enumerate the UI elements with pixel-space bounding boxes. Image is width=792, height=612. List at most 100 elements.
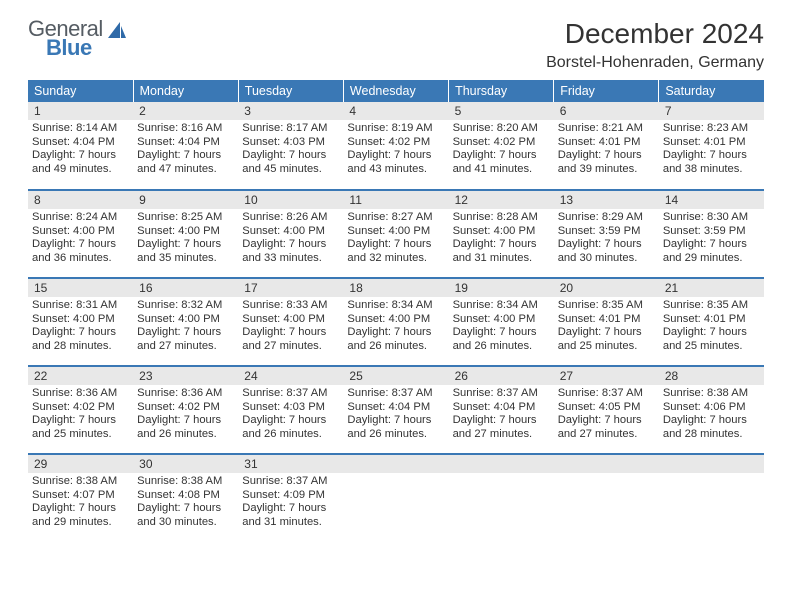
weekday-header: Monday	[133, 80, 238, 102]
calendar-week-row: 29Sunrise: 8:38 AMSunset: 4:07 PMDayligh…	[28, 454, 764, 542]
day-number: 12	[449, 191, 554, 209]
day-number-empty	[343, 455, 448, 473]
weekday-header: Thursday	[449, 80, 554, 102]
day-details: Sunrise: 8:21 AMSunset: 4:01 PMDaylight:…	[554, 120, 659, 179]
day-details: Sunrise: 8:25 AMSunset: 4:00 PMDaylight:…	[133, 209, 238, 268]
calendar-cell	[659, 454, 764, 542]
calendar-cell: 22Sunrise: 8:36 AMSunset: 4:02 PMDayligh…	[28, 366, 133, 454]
weekday-header: Wednesday	[343, 80, 448, 102]
day-number-empty	[449, 455, 554, 473]
day-details: Sunrise: 8:20 AMSunset: 4:02 PMDaylight:…	[449, 120, 554, 179]
day-number-empty	[659, 455, 764, 473]
day-number: 1	[28, 102, 133, 120]
day-details: Sunrise: 8:30 AMSunset: 3:59 PMDaylight:…	[659, 209, 764, 268]
calendar-cell: 29Sunrise: 8:38 AMSunset: 4:07 PMDayligh…	[28, 454, 133, 542]
calendar-table: SundayMondayTuesdayWednesdayThursdayFrid…	[28, 80, 764, 542]
calendar-cell: 9Sunrise: 8:25 AMSunset: 4:00 PMDaylight…	[133, 190, 238, 278]
day-number: 26	[449, 367, 554, 385]
calendar-cell: 14Sunrise: 8:30 AMSunset: 3:59 PMDayligh…	[659, 190, 764, 278]
day-details: Sunrise: 8:29 AMSunset: 3:59 PMDaylight:…	[554, 209, 659, 268]
calendar-cell: 10Sunrise: 8:26 AMSunset: 4:00 PMDayligh…	[238, 190, 343, 278]
day-number-empty	[554, 455, 659, 473]
calendar-cell: 1Sunrise: 8:14 AMSunset: 4:04 PMDaylight…	[28, 102, 133, 190]
day-details: Sunrise: 8:37 AMSunset: 4:05 PMDaylight:…	[554, 385, 659, 444]
day-number: 29	[28, 455, 133, 473]
sail-icon	[106, 20, 128, 42]
page-header: General Blue December 2024 Borstel-Hohen…	[28, 18, 764, 72]
day-number: 20	[554, 279, 659, 297]
calendar-cell: 8Sunrise: 8:24 AMSunset: 4:00 PMDaylight…	[28, 190, 133, 278]
day-details: Sunrise: 8:38 AMSunset: 4:07 PMDaylight:…	[28, 473, 133, 532]
calendar-cell	[449, 454, 554, 542]
day-number: 24	[238, 367, 343, 385]
day-number: 31	[238, 455, 343, 473]
calendar-cell: 26Sunrise: 8:37 AMSunset: 4:04 PMDayligh…	[449, 366, 554, 454]
calendar-cell: 5Sunrise: 8:20 AMSunset: 4:02 PMDaylight…	[449, 102, 554, 190]
calendar-cell	[554, 454, 659, 542]
calendar-cell: 15Sunrise: 8:31 AMSunset: 4:00 PMDayligh…	[28, 278, 133, 366]
day-number: 17	[238, 279, 343, 297]
day-number: 7	[659, 102, 764, 120]
day-details: Sunrise: 8:36 AMSunset: 4:02 PMDaylight:…	[133, 385, 238, 444]
day-details: Sunrise: 8:27 AMSunset: 4:00 PMDaylight:…	[343, 209, 448, 268]
title-block: December 2024 Borstel-Hohenraden, German…	[546, 18, 764, 72]
calendar-cell: 30Sunrise: 8:38 AMSunset: 4:08 PMDayligh…	[133, 454, 238, 542]
calendar-cell	[343, 454, 448, 542]
calendar-cell: 6Sunrise: 8:21 AMSunset: 4:01 PMDaylight…	[554, 102, 659, 190]
day-details: Sunrise: 8:37 AMSunset: 4:09 PMDaylight:…	[238, 473, 343, 532]
calendar-week-row: 1Sunrise: 8:14 AMSunset: 4:04 PMDaylight…	[28, 102, 764, 190]
calendar-week-row: 22Sunrise: 8:36 AMSunset: 4:02 PMDayligh…	[28, 366, 764, 454]
day-number: 19	[449, 279, 554, 297]
page-title: December 2024	[546, 18, 764, 50]
calendar-cell: 23Sunrise: 8:36 AMSunset: 4:02 PMDayligh…	[133, 366, 238, 454]
day-number: 6	[554, 102, 659, 120]
calendar-cell: 2Sunrise: 8:16 AMSunset: 4:04 PMDaylight…	[133, 102, 238, 190]
logo: General Blue	[28, 18, 128, 59]
day-number: 3	[238, 102, 343, 120]
calendar-cell: 17Sunrise: 8:33 AMSunset: 4:00 PMDayligh…	[238, 278, 343, 366]
day-details: Sunrise: 8:14 AMSunset: 4:04 PMDaylight:…	[28, 120, 133, 179]
calendar-cell: 16Sunrise: 8:32 AMSunset: 4:00 PMDayligh…	[133, 278, 238, 366]
calendar-cell: 11Sunrise: 8:27 AMSunset: 4:00 PMDayligh…	[343, 190, 448, 278]
day-number: 16	[133, 279, 238, 297]
page-location: Borstel-Hohenraden, Germany	[546, 54, 764, 72]
calendar-cell: 4Sunrise: 8:19 AMSunset: 4:02 PMDaylight…	[343, 102, 448, 190]
day-number: 18	[343, 279, 448, 297]
calendar-cell: 31Sunrise: 8:37 AMSunset: 4:09 PMDayligh…	[238, 454, 343, 542]
day-details: Sunrise: 8:28 AMSunset: 4:00 PMDaylight:…	[449, 209, 554, 268]
weekday-header: Saturday	[659, 80, 764, 102]
calendar-cell: 21Sunrise: 8:35 AMSunset: 4:01 PMDayligh…	[659, 278, 764, 366]
day-details: Sunrise: 8:37 AMSunset: 4:04 PMDaylight:…	[343, 385, 448, 444]
calendar-cell: 24Sunrise: 8:37 AMSunset: 4:03 PMDayligh…	[238, 366, 343, 454]
calendar-week-row: 8Sunrise: 8:24 AMSunset: 4:00 PMDaylight…	[28, 190, 764, 278]
calendar-week-row: 15Sunrise: 8:31 AMSunset: 4:00 PMDayligh…	[28, 278, 764, 366]
day-number: 9	[133, 191, 238, 209]
calendar-cell: 7Sunrise: 8:23 AMSunset: 4:01 PMDaylight…	[659, 102, 764, 190]
day-number: 23	[133, 367, 238, 385]
day-details: Sunrise: 8:38 AMSunset: 4:08 PMDaylight:…	[133, 473, 238, 532]
calendar-cell: 27Sunrise: 8:37 AMSunset: 4:05 PMDayligh…	[554, 366, 659, 454]
logo-text: General Blue	[28, 18, 103, 59]
weekday-header: Friday	[554, 80, 659, 102]
day-details: Sunrise: 8:37 AMSunset: 4:03 PMDaylight:…	[238, 385, 343, 444]
day-details: Sunrise: 8:26 AMSunset: 4:00 PMDaylight:…	[238, 209, 343, 268]
day-details: Sunrise: 8:38 AMSunset: 4:06 PMDaylight:…	[659, 385, 764, 444]
day-details: Sunrise: 8:35 AMSunset: 4:01 PMDaylight:…	[554, 297, 659, 356]
weekday-header: Tuesday	[238, 80, 343, 102]
weekday-header-row: SundayMondayTuesdayWednesdayThursdayFrid…	[28, 80, 764, 102]
day-number: 22	[28, 367, 133, 385]
day-number: 5	[449, 102, 554, 120]
calendar-cell: 3Sunrise: 8:17 AMSunset: 4:03 PMDaylight…	[238, 102, 343, 190]
day-details: Sunrise: 8:24 AMSunset: 4:00 PMDaylight:…	[28, 209, 133, 268]
day-number: 11	[343, 191, 448, 209]
day-number: 4	[343, 102, 448, 120]
weekday-header: Sunday	[28, 80, 133, 102]
day-number: 25	[343, 367, 448, 385]
day-details: Sunrise: 8:19 AMSunset: 4:02 PMDaylight:…	[343, 120, 448, 179]
day-details: Sunrise: 8:34 AMSunset: 4:00 PMDaylight:…	[343, 297, 448, 356]
day-details: Sunrise: 8:17 AMSunset: 4:03 PMDaylight:…	[238, 120, 343, 179]
day-details: Sunrise: 8:37 AMSunset: 4:04 PMDaylight:…	[449, 385, 554, 444]
day-number: 13	[554, 191, 659, 209]
day-number: 10	[238, 191, 343, 209]
day-number: 27	[554, 367, 659, 385]
